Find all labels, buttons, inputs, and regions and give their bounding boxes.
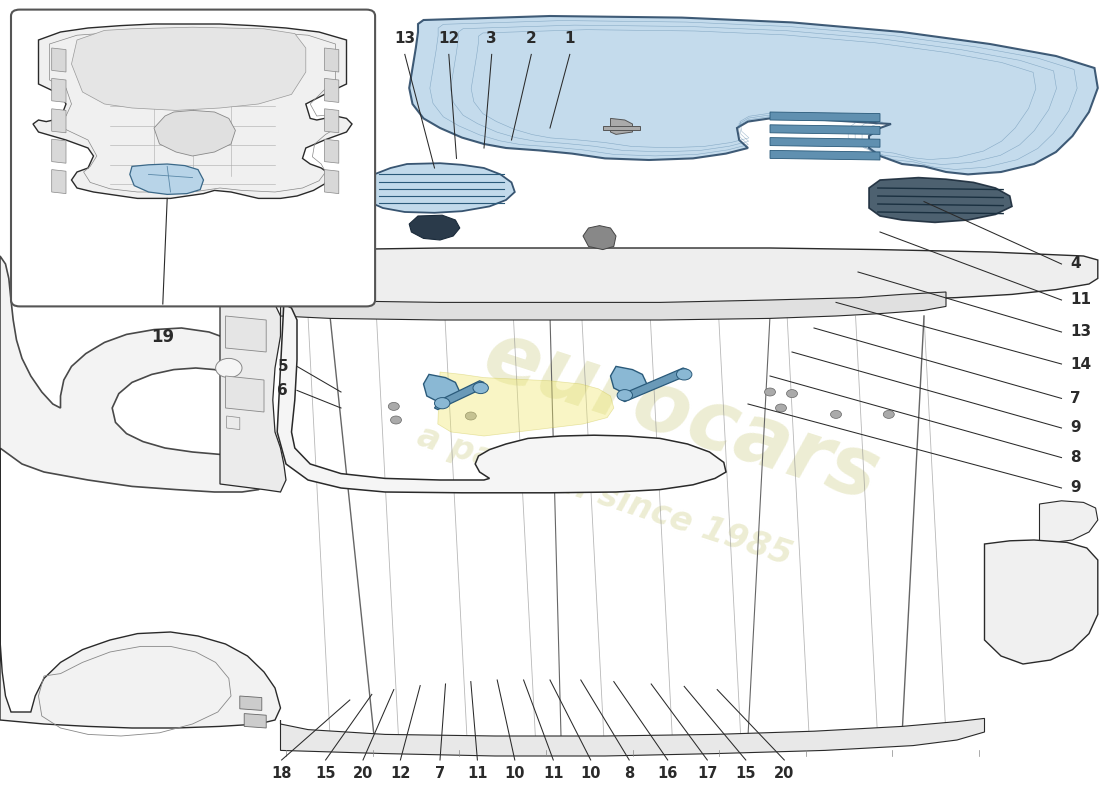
Text: eurocars: eurocars xyxy=(474,314,890,518)
Polygon shape xyxy=(409,16,1098,174)
Text: 14: 14 xyxy=(1070,357,1091,371)
Text: 9: 9 xyxy=(1070,421,1081,435)
Circle shape xyxy=(764,388,776,396)
Polygon shape xyxy=(324,78,339,102)
Text: 18: 18 xyxy=(272,766,292,782)
Polygon shape xyxy=(424,374,460,402)
Text: 4: 4 xyxy=(1070,257,1081,271)
Text: 13: 13 xyxy=(1070,325,1091,339)
Polygon shape xyxy=(324,48,339,72)
Polygon shape xyxy=(770,112,880,122)
Circle shape xyxy=(676,369,692,380)
Circle shape xyxy=(390,416,402,424)
Polygon shape xyxy=(324,139,339,163)
Polygon shape xyxy=(52,170,66,194)
Circle shape xyxy=(473,382,488,394)
Polygon shape xyxy=(984,540,1098,664)
Text: 3: 3 xyxy=(486,31,497,46)
Text: 16: 16 xyxy=(658,766,678,782)
Text: 1: 1 xyxy=(564,31,575,46)
Polygon shape xyxy=(361,163,515,213)
Polygon shape xyxy=(130,164,204,194)
Polygon shape xyxy=(220,248,1098,306)
Circle shape xyxy=(883,410,894,418)
Text: 7: 7 xyxy=(1070,391,1081,406)
Polygon shape xyxy=(240,696,262,710)
Text: 6: 6 xyxy=(277,383,288,398)
Polygon shape xyxy=(244,714,266,728)
Circle shape xyxy=(786,390,798,398)
Text: 10: 10 xyxy=(505,766,525,782)
Text: 5: 5 xyxy=(277,359,288,374)
Text: 2: 2 xyxy=(526,31,537,46)
Polygon shape xyxy=(409,215,460,240)
Polygon shape xyxy=(52,48,66,72)
Circle shape xyxy=(617,390,632,401)
Polygon shape xyxy=(434,381,484,410)
Text: 8: 8 xyxy=(1070,450,1081,465)
Text: 19: 19 xyxy=(151,328,175,346)
Polygon shape xyxy=(610,366,647,394)
Polygon shape xyxy=(220,256,286,492)
Polygon shape xyxy=(52,109,66,133)
Text: 8: 8 xyxy=(624,766,635,782)
Polygon shape xyxy=(1040,501,1098,544)
Polygon shape xyxy=(438,372,614,436)
Text: 10: 10 xyxy=(581,766,601,782)
Polygon shape xyxy=(869,178,1012,222)
Polygon shape xyxy=(226,316,266,352)
Polygon shape xyxy=(280,718,984,756)
Circle shape xyxy=(216,358,242,378)
Polygon shape xyxy=(324,109,339,133)
Text: 20: 20 xyxy=(774,766,794,782)
Polygon shape xyxy=(0,256,266,492)
Text: 9: 9 xyxy=(1070,481,1081,495)
Polygon shape xyxy=(603,126,640,130)
Polygon shape xyxy=(52,139,66,163)
Text: 15: 15 xyxy=(736,766,756,782)
Text: 11: 11 xyxy=(1070,293,1091,307)
Polygon shape xyxy=(154,110,235,156)
Polygon shape xyxy=(72,27,306,110)
Polygon shape xyxy=(621,368,688,402)
Text: 11: 11 xyxy=(543,766,563,782)
Text: 20: 20 xyxy=(353,766,373,782)
Text: 12: 12 xyxy=(390,766,410,782)
Polygon shape xyxy=(0,448,280,728)
Polygon shape xyxy=(583,226,616,250)
Polygon shape xyxy=(226,376,264,412)
Circle shape xyxy=(434,398,450,409)
Polygon shape xyxy=(324,170,339,194)
Polygon shape xyxy=(770,125,880,134)
Polygon shape xyxy=(33,24,352,198)
Polygon shape xyxy=(277,304,726,493)
Polygon shape xyxy=(280,292,946,320)
Text: 7: 7 xyxy=(434,766,446,782)
Text: 11: 11 xyxy=(468,766,487,782)
Polygon shape xyxy=(770,150,880,160)
FancyBboxPatch shape xyxy=(11,10,375,306)
Text: 12: 12 xyxy=(438,31,460,46)
Polygon shape xyxy=(610,118,632,134)
Text: a passion since 1985: a passion since 1985 xyxy=(414,420,796,572)
Text: 17: 17 xyxy=(697,766,717,782)
Circle shape xyxy=(388,402,399,410)
Circle shape xyxy=(776,404,786,412)
Text: 13: 13 xyxy=(394,31,416,46)
Circle shape xyxy=(465,412,476,420)
Circle shape xyxy=(830,410,842,418)
Polygon shape xyxy=(770,138,880,147)
Polygon shape xyxy=(52,78,66,102)
Text: 15: 15 xyxy=(316,766,336,782)
